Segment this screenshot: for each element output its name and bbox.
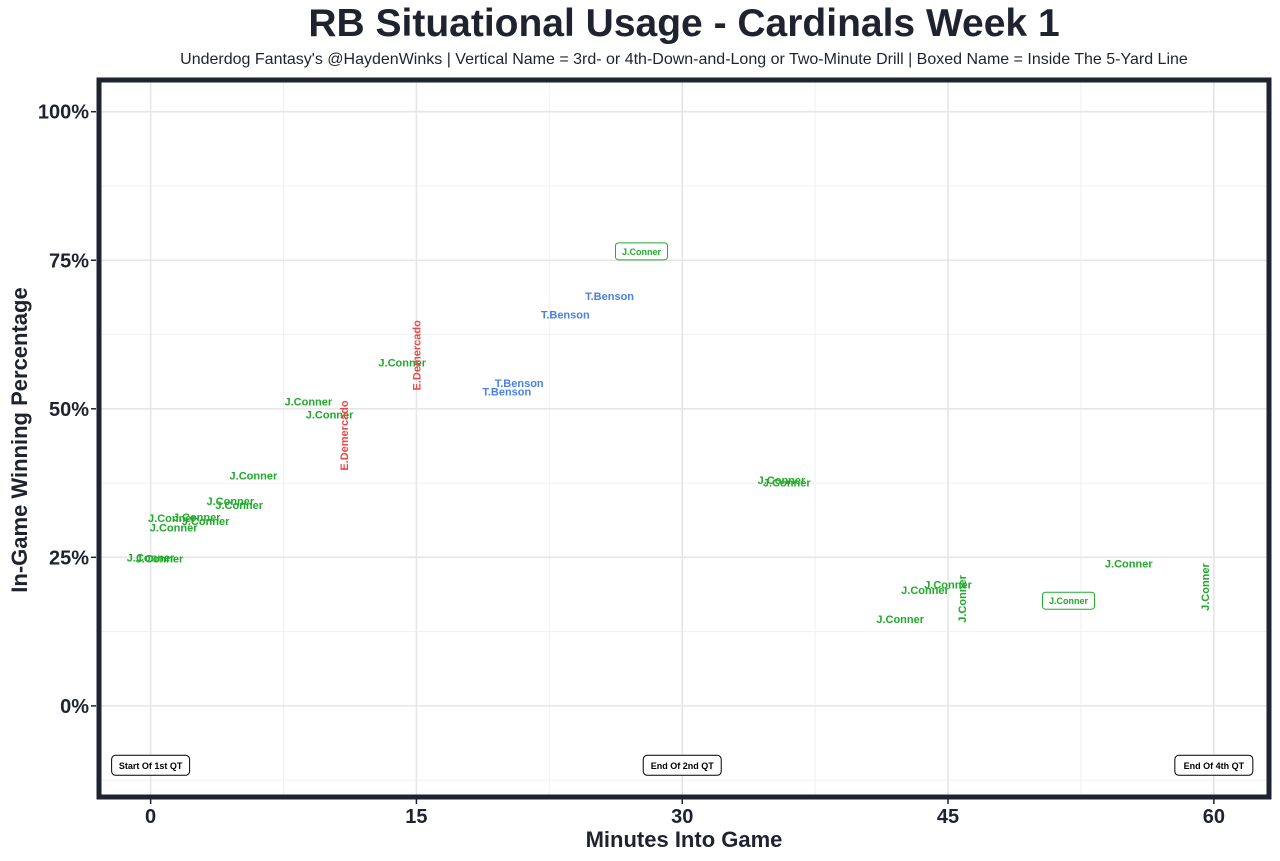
y-tick-label: 50% (49, 399, 89, 421)
annotation-box (642, 754, 722, 776)
point-label: J.Conner (215, 500, 263, 512)
point-label: J.Conner (306, 410, 354, 422)
point-label-vertical: J.Conner (957, 574, 969, 622)
point-label-vertical: J.Conner (1200, 562, 1212, 610)
point-label: J.Conner (150, 523, 198, 535)
point-label: J.Conner (763, 477, 811, 489)
point-label: J.Conner (901, 585, 949, 597)
point-label: J.Conner (207, 496, 255, 508)
point-label-box (1042, 591, 1096, 610)
point-label: J.Conner (182, 516, 230, 528)
data-labels: J.ConnerJ.ConnerJ.ConnerJ.ConnerJ.Conner… (127, 242, 1212, 626)
point-label: J.Conner (1105, 558, 1153, 570)
x-tick-label: 15 (405, 806, 427, 828)
point-label: T.Benson (482, 387, 531, 399)
quarter-annotations: Start Of 1st QT End Of 2nd QT End Of 4th Q… (111, 754, 1254, 776)
plot-panel-border (96, 77, 1272, 800)
point-label: J.Conner (148, 513, 196, 525)
point-label: J.Conner (758, 475, 806, 487)
point-label: T.Benson (585, 291, 634, 303)
x-axis-title: Minutes Into Game (586, 827, 783, 852)
chart-title: RB Situational Usage - Cardinals Week 1 (308, 2, 1060, 45)
point-label: J.Conner (136, 554, 184, 566)
annotation-text: Start Of 1st QT (119, 761, 183, 771)
point-label: T.Benson (495, 378, 544, 390)
y-tick-label: 75% (49, 250, 89, 272)
y-axis-title: In-Game Winning Percentage (7, 287, 32, 592)
y-tick-label: 25% (49, 547, 89, 569)
point-label-box (614, 242, 668, 261)
axis-ticks: 0 15 30 45 60 0% 25% 50% 75% 100% (38, 102, 1225, 828)
x-tick-label: 0 (145, 806, 156, 828)
point-label: J.Conner (924, 580, 972, 592)
quarter-annotation: End Of 2nd QT (642, 754, 722, 776)
annotation-box (111, 754, 191, 776)
point-label-vertical: E.Demercado (339, 400, 351, 471)
annotation-text: End Of 2nd QT (651, 761, 714, 771)
chart-subtitle: Underdog Fantasy's @HaydenWinks | Vertic… (180, 51, 1188, 68)
point-label-boxed: J.Conner (1042, 591, 1096, 610)
y-tick-label: 100% (38, 102, 89, 124)
point-label: J.Conner (876, 614, 924, 626)
x-tick-label: 60 (1203, 806, 1225, 828)
x-tick-label: 45 (937, 806, 959, 828)
annotation-box (1174, 754, 1254, 776)
point-label: J.Conner (230, 470, 278, 482)
y-tick-label: 0% (60, 696, 89, 718)
point-label: J.Conner (622, 247, 662, 257)
point-label: J.Conner (173, 512, 221, 524)
point-label: T.Benson (541, 309, 590, 321)
point-label: J.Conner (1049, 596, 1089, 606)
grid (101, 82, 1267, 795)
x-tick-label: 30 (671, 806, 693, 828)
annotation-text: End Of 4th QT (1184, 761, 1245, 771)
point-label-vertical: E.Demercado (411, 320, 423, 391)
point-label: J.Conner (127, 552, 175, 564)
point-label: J.Conner (284, 397, 332, 409)
quarter-annotation: End Of 4th QT (1174, 754, 1254, 776)
point-label-boxed: J.Conner (614, 242, 668, 261)
quarter-annotation: Start Of 1st QT (111, 754, 191, 776)
point-label: J.Conner (378, 357, 426, 369)
